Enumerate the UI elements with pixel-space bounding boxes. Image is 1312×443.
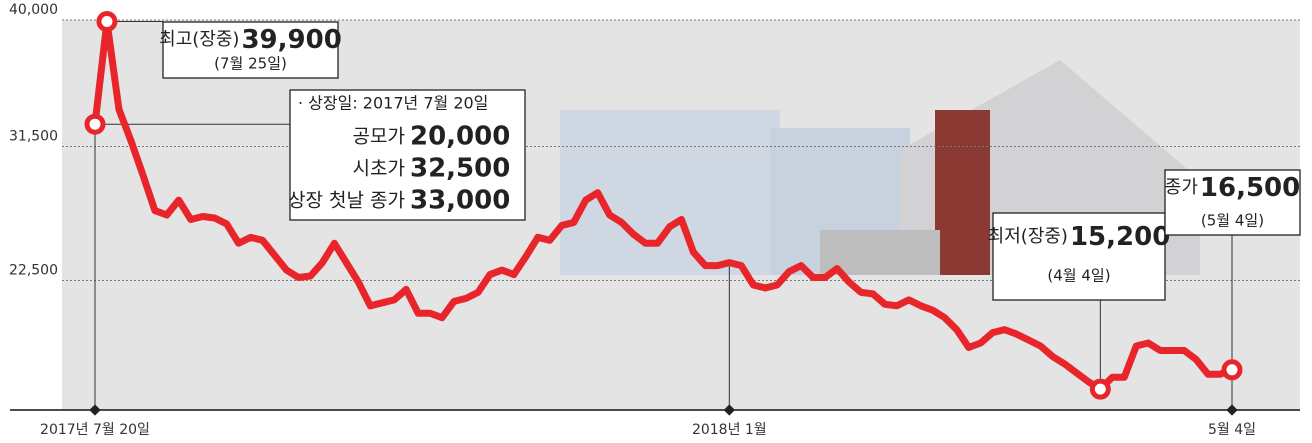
info-value: 33,000 [410, 186, 510, 216]
x-tick-label: 5월 4일 [1208, 422, 1256, 438]
data-label: 39,900 [241, 25, 341, 55]
annotation-box [1164, 169, 1301, 236]
info-title: · 상장일: 2017년 7월 20일 [298, 94, 488, 113]
info-label: 시초가 [353, 158, 405, 180]
data-label: 15,200 [1070, 222, 1170, 252]
x-tick-mark [723, 404, 735, 416]
annotation-text: 종가 [1165, 177, 1198, 198]
y-tick-label: 22,500 [9, 262, 58, 278]
x-tick-label: 2017년 7월 20일 [40, 422, 150, 438]
info-label: 공모가 [353, 126, 405, 148]
info-label: 상장 첫날 종가 [288, 190, 405, 212]
annotation-box [992, 212, 1166, 301]
annotation-date: (4월 4일) [1047, 267, 1110, 285]
annotation-date: (5월 4일) [1201, 212, 1264, 230]
point-marker [1221, 359, 1243, 381]
annotation-line: 종가16,500 [1165, 173, 1300, 203]
annotation-text: 최고(장중) [159, 29, 239, 50]
annotation-box [162, 21, 339, 79]
x-tick-mark [1226, 404, 1238, 416]
info-box [289, 89, 526, 221]
annotation-date: (7월 25일) [214, 55, 287, 73]
annotation-line: 최저(장중)15,200 [988, 222, 1171, 252]
y-tick-label: 40,000 [9, 2, 58, 18]
annotation-line: 최고(장중)39,900 [159, 25, 342, 55]
info-value: 32,500 [410, 154, 510, 184]
price-line [91, 17, 1236, 393]
point-marker [96, 10, 118, 32]
data-label: 16,500 [1200, 173, 1300, 203]
info-value: 20,000 [410, 122, 510, 152]
annotation-text: 최저(장중) [988, 226, 1068, 247]
y-tick-label: 31,500 [9, 129, 58, 145]
x-tick-label: 2018년 1월 [692, 422, 767, 438]
point-marker [84, 113, 106, 135]
point-marker [1089, 378, 1111, 400]
